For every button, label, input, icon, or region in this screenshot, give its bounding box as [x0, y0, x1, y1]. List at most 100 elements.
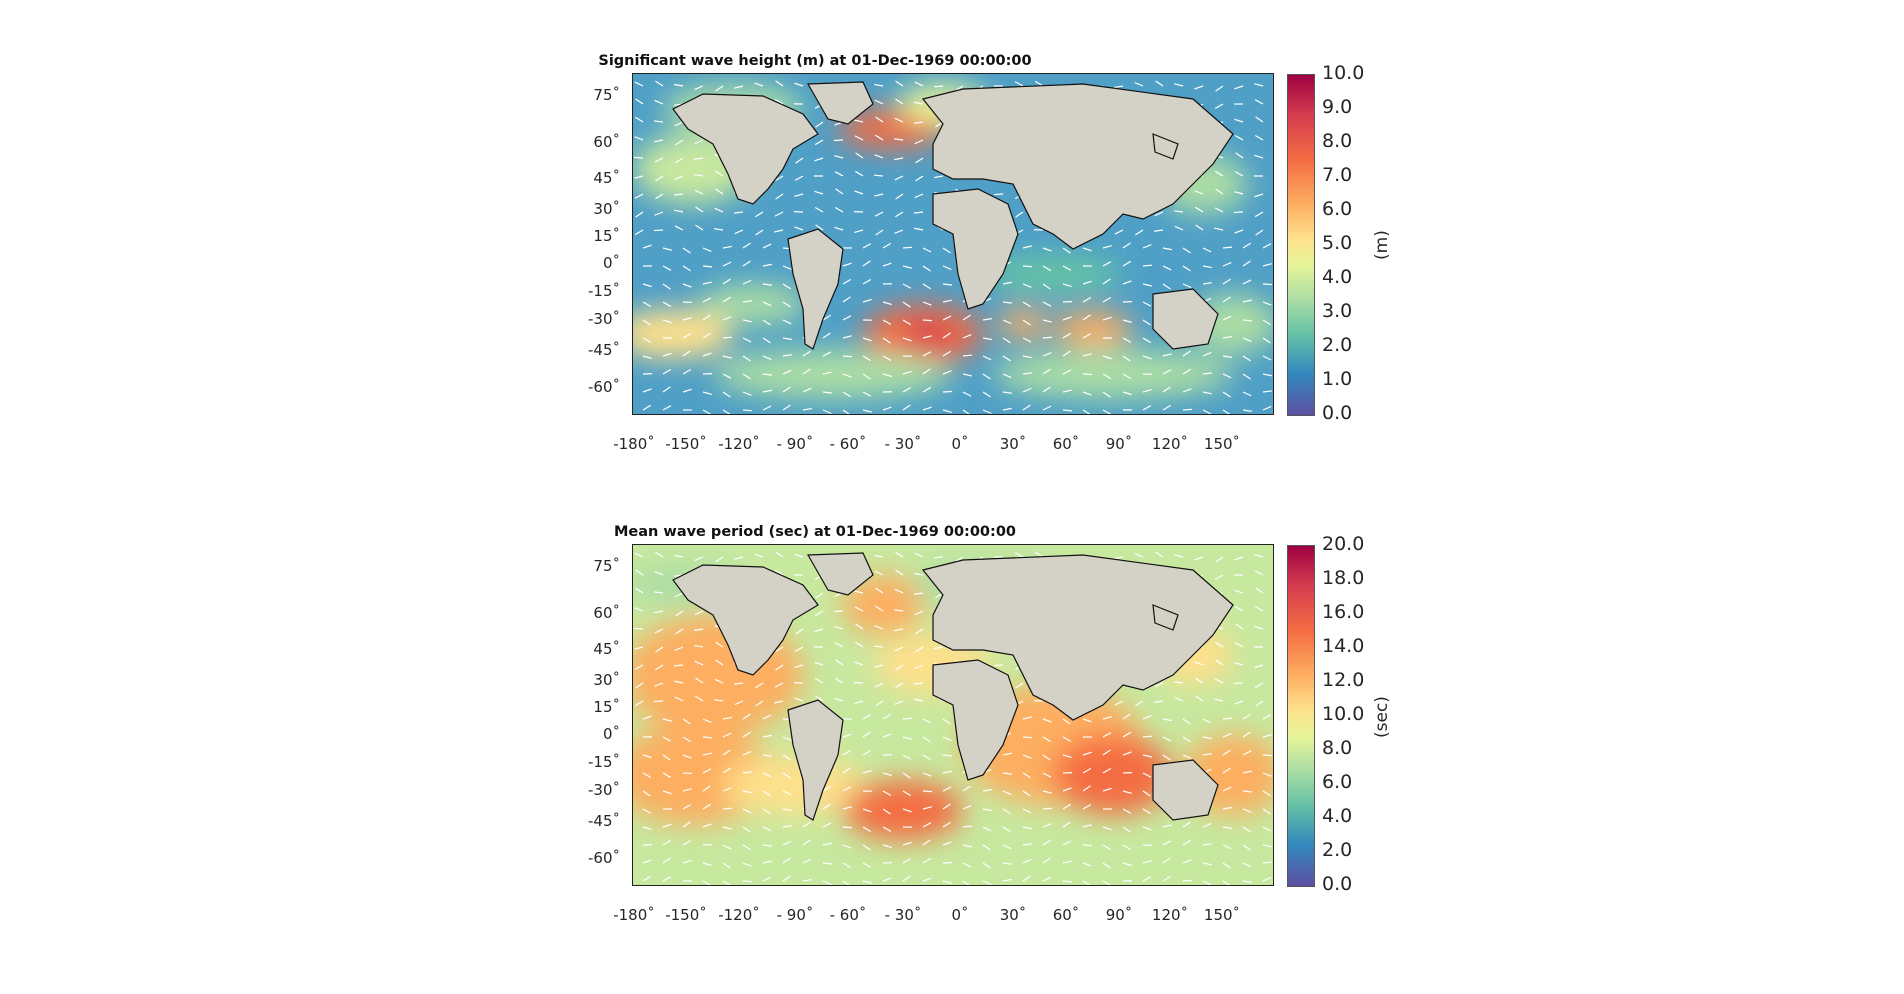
wave-arrow	[962, 844, 972, 848]
wave-arrow	[662, 876, 672, 882]
wave-arrow	[815, 121, 824, 128]
wave-arrow	[1062, 803, 1072, 810]
wave-arrow	[914, 227, 924, 231]
wave-arrow	[662, 301, 672, 308]
wave-arrow	[962, 391, 972, 397]
wave-arrow	[1162, 754, 1171, 761]
wave-arrow	[702, 785, 711, 792]
colorbar-tick: 10.0	[1322, 703, 1365, 725]
latitude-tick: 15˚	[593, 698, 620, 716]
wave-arrow	[742, 355, 751, 362]
wave-arrow	[702, 281, 712, 285]
wave-arrow	[702, 803, 711, 810]
wave-arrow	[1262, 301, 1272, 306]
wave-arrow	[862, 391, 872, 397]
wave-arrow	[922, 736, 931, 743]
wave-arrow	[634, 552, 644, 558]
wave-arrow	[742, 319, 752, 323]
wave-arrow	[682, 718, 691, 725]
wave-arrow	[673, 193, 684, 196]
wave-arrow	[634, 136, 644, 141]
wave-arrow	[942, 736, 952, 742]
wave-arrow	[675, 139, 684, 146]
wave-arrow	[642, 388, 652, 393]
colorbar-tick: 10.0	[1322, 62, 1365, 84]
wave-arrow	[922, 301, 932, 306]
wave-arrow	[1062, 316, 1072, 321]
longitude-tick: 30˚	[999, 906, 1027, 924]
wave-arrow	[1002, 391, 1012, 394]
wave-arrow	[882, 301, 892, 306]
wave-arrow	[1022, 843, 1032, 846]
wave-arrow	[722, 261, 732, 267]
wave-arrow	[682, 804, 692, 810]
wave-arrow	[1162, 283, 1171, 290]
wave-arrow	[1262, 319, 1271, 326]
wave-arrow	[1182, 754, 1192, 760]
wave-arrow	[1114, 85, 1124, 89]
longitude-tick: 0˚	[951, 906, 969, 924]
wave-arrow	[982, 862, 991, 869]
wave-arrow	[914, 572, 924, 576]
wave-arrow	[1215, 556, 1224, 563]
wave-arrow	[742, 279, 752, 285]
wave-arrow	[1242, 750, 1252, 756]
wave-arrow	[1202, 862, 1212, 866]
landmass	[1152, 288, 1219, 350]
wave-arrow	[1255, 700, 1264, 707]
wave-arrow	[962, 805, 972, 810]
wave-arrow	[1174, 554, 1184, 558]
wave-arrow	[1102, 826, 1112, 831]
wave-arrow	[1182, 879, 1193, 882]
wave-arrow	[1002, 301, 1013, 304]
wave-arrow	[894, 700, 904, 705]
wave-arrow	[834, 626, 844, 630]
wave-arrow	[762, 876, 772, 882]
wave-arrow	[914, 81, 924, 87]
wave-arrow	[814, 628, 824, 633]
wave-arrow	[802, 821, 811, 828]
wave-arrow	[802, 839, 811, 846]
wave-arrow	[1154, 211, 1164, 217]
latitude-tick: 45˚	[593, 169, 620, 187]
wave-arrow	[702, 862, 712, 867]
wave-arrow	[653, 229, 664, 232]
wave-arrow	[1142, 388, 1152, 393]
wave-arrow	[682, 265, 691, 272]
wave-arrow	[654, 570, 664, 576]
wave-arrow	[902, 265, 912, 269]
wave-arrow	[942, 841, 952, 846]
wave-arrow	[1122, 862, 1132, 867]
wave-arrow	[1242, 391, 1252, 397]
wave-arrow	[1022, 716, 1032, 720]
wave-arrow	[634, 229, 644, 236]
wave-arrow	[682, 839, 692, 846]
wave-arrow	[794, 82, 804, 87]
wave-arrow	[1182, 350, 1191, 357]
wave-arrow	[695, 206, 704, 213]
wave-arrow	[774, 700, 784, 704]
wave-arrow	[1135, 700, 1144, 707]
wave-arrow	[862, 337, 872, 342]
wave-arrow	[1215, 188, 1224, 195]
latitude-tick: -45˚	[588, 812, 620, 830]
wave-arrow	[754, 553, 764, 558]
wave-arrow	[942, 718, 951, 725]
ocean-value-blob	[633, 309, 733, 359]
wave-arrow	[874, 99, 884, 105]
wave-arrow	[814, 157, 824, 162]
ocean-value-blob	[843, 575, 923, 635]
wave-arrow	[1234, 134, 1244, 141]
wave-arrow	[662, 857, 671, 864]
wave-arrow	[882, 242, 892, 249]
wave-arrow	[1222, 315, 1232, 321]
wave-arrow	[1254, 605, 1264, 612]
wave-arrow	[922, 877, 932, 882]
wave-arrow	[1122, 844, 1132, 851]
wave-arrow	[815, 592, 824, 599]
wave-arrow	[1042, 336, 1053, 339]
wave-arrow	[873, 174, 884, 177]
wave-arrow	[922, 754, 931, 761]
wave-arrow	[722, 336, 733, 339]
wave-arrow	[834, 677, 844, 684]
